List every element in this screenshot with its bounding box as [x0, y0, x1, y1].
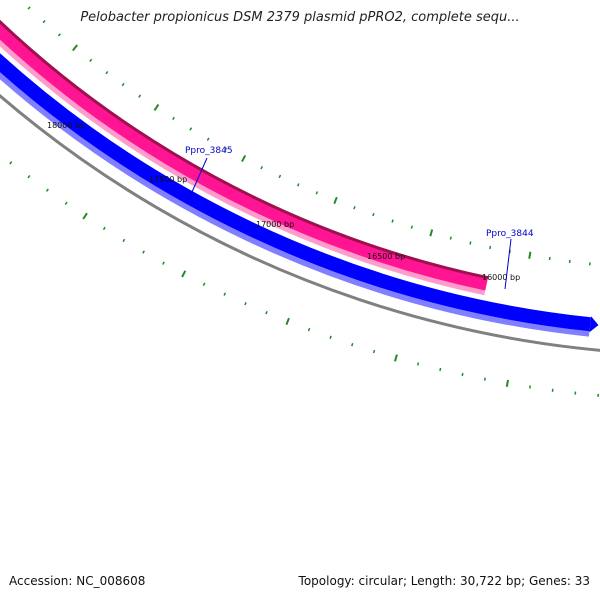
outer-tick-minor: [105, 70, 109, 75]
outer-tick-minor: [449, 236, 452, 240]
gene-label-leader-ppro-3844: [504, 238, 512, 290]
inner-tick-minor: [142, 250, 145, 254]
outer-tick-minor: [138, 94, 142, 98]
inner-tick-minor: [329, 335, 332, 339]
outer-tick-minor: [89, 58, 93, 62]
inner-tick-minor: [27, 175, 31, 179]
outer-tick-minor: [206, 137, 210, 141]
gene-label-leader-ppro-3845: [187, 157, 208, 202]
inner-tick-minor: [483, 377, 486, 381]
outer-tick-minor: [297, 183, 300, 187]
outer-tick-minor: [469, 241, 472, 245]
inner-tick-minor: [461, 372, 464, 377]
outer-tick-minor: [353, 206, 356, 210]
outer-tick-major: [333, 196, 338, 205]
inner-tick-minor: [439, 367, 442, 372]
inner-tick-major: [505, 379, 509, 387]
inner-tick-minor: [223, 292, 227, 296]
scale-label-17500: 17500 bp: [149, 175, 187, 184]
outer-tick-minor: [391, 219, 394, 223]
outer-tick-minor: [189, 127, 193, 131]
outer-tick-major: [528, 251, 532, 259]
inner-tick-minor: [307, 327, 311, 332]
gene-ppro-3844[interactable]: [0, 23, 591, 332]
inner-tick-major: [82, 212, 88, 220]
outer-tick-minor: [224, 147, 228, 151]
outer-tick-minor: [410, 225, 414, 229]
outer-tick-minor: [57, 33, 61, 37]
accession-text: Accession: NC_008608: [9, 574, 146, 588]
inner-tick-minor: [102, 226, 106, 231]
inner-tick-major: [394, 354, 398, 362]
outer-tick-major: [72, 44, 78, 52]
scale-label-18000: 18000 bp: [47, 121, 85, 130]
outer-tick-ring: [27, 6, 591, 266]
inner-tick-minor: [122, 238, 126, 243]
inner-tick-major: [285, 317, 290, 325]
map-title: Pelobacter propionicus DSM 2379 plasmid …: [80, 10, 520, 25]
scale-label-17000: 17000 bp: [256, 220, 294, 229]
gene-ppro-3844-arrowhead: [589, 316, 599, 333]
inner-tick-minor: [64, 201, 68, 206]
inner-tick-minor: [9, 161, 13, 165]
outer-tick-minor: [42, 19, 46, 24]
outer-tick-minor: [278, 174, 282, 179]
outer-tick-minor: [489, 245, 492, 250]
inner-tick-minor: [265, 311, 268, 315]
outer-tick-minor: [372, 212, 375, 217]
scale-label-16000: 16000 bp: [482, 273, 520, 282]
inner-tick-minor: [162, 261, 165, 265]
inner-tick-minor: [351, 342, 354, 347]
inner-tick-minor: [45, 188, 49, 192]
genome-summary-text: Topology: circular; Length: 30,722 bp; G…: [298, 574, 590, 588]
outer-tick-minor: [260, 165, 263, 170]
gene-label-ppro-3844[interactable]: Ppro_3844: [486, 229, 534, 239]
gene-ppro-3845-shade: [0, 19, 489, 280]
outer-tick-major: [241, 154, 247, 163]
inner-tick-minor: [244, 301, 247, 306]
outer-tick-minor: [27, 6, 31, 10]
scale-label-16500: 16500 bp: [367, 252, 405, 261]
outer-tick-minor: [172, 116, 175, 121]
backbone-line: [0, 93, 600, 352]
outer-tick-major: [429, 229, 434, 237]
inner-tick-minor: [202, 282, 206, 286]
inner-tick-minor: [416, 362, 420, 366]
outer-tick-minor: [315, 191, 319, 195]
gene-ppro-3845[interactable]: [0, 6, 488, 291]
inner-tick-ring: [9, 161, 599, 397]
outer-tick-minor: [548, 256, 551, 261]
outer-tick-major: [153, 103, 160, 111]
outer-tick-minor: [121, 82, 125, 87]
inner-tick-major: [181, 270, 187, 278]
gene-label-ppro-3845[interactable]: Ppro_3845: [185, 146, 233, 156]
inner-tick-minor: [372, 349, 376, 354]
